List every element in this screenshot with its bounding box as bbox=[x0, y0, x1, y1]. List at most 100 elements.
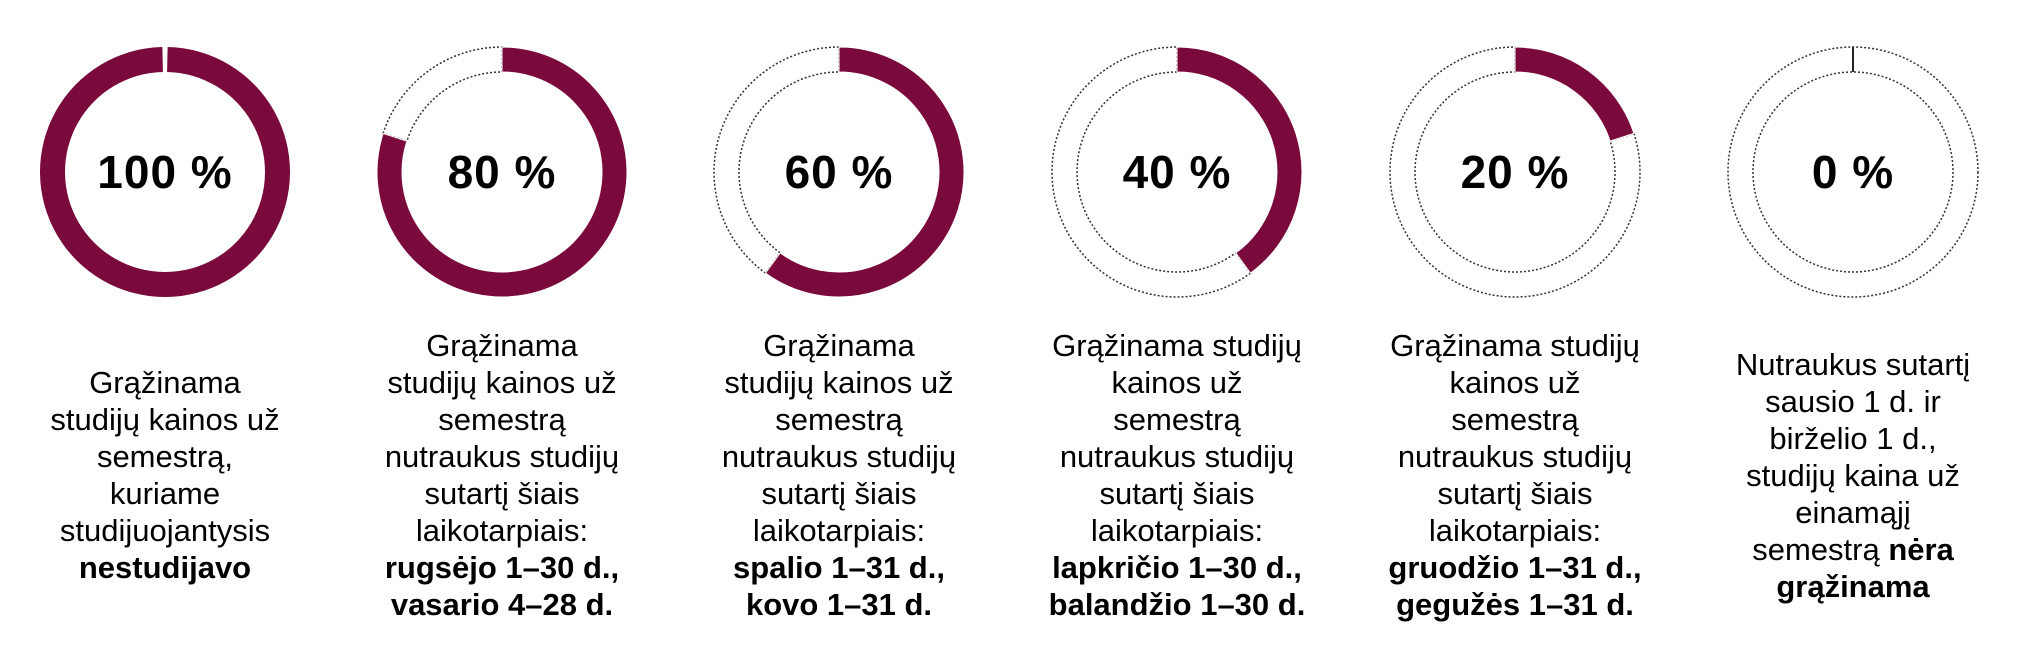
caption-line: laikotarpiais: bbox=[1091, 512, 1263, 549]
panel-caption: Nutraukus sutartį sausio 1 d. ir birželio … bbox=[1688, 310, 2018, 640]
caption-line: semestrą, bbox=[97, 438, 233, 475]
caption-bold-text: spalio 1–31 d., bbox=[733, 550, 945, 585]
caption-line: sutartį šiais bbox=[1099, 475, 1254, 512]
percent-label: 100 % bbox=[97, 146, 233, 198]
caption-text: laikotarpiais: bbox=[1090, 513, 1264, 548]
caption-text: Grąžinama studijų bbox=[1052, 328, 1302, 363]
donut-ring bbox=[376, 46, 628, 298]
caption-text: sutartį šiais bbox=[1099, 476, 1255, 511]
refund-segment bbox=[1514, 46, 1635, 142]
panel-80-percent: 80 % Grąžinama studijų kainos už semestrą n… bbox=[337, 0, 667, 654]
panel-caption: Grąžinama studijų kainos už semestrą nutrau… bbox=[674, 310, 1004, 640]
caption-line: sutartį šiais bbox=[1437, 475, 1592, 512]
donut-ring bbox=[1727, 46, 1979, 298]
caption-text: Grąžinama bbox=[89, 365, 241, 400]
panel-caption: Grąžinama studijų kainos už semestrą nutrau… bbox=[337, 310, 667, 640]
caption-text: sutartį šiais bbox=[761, 476, 917, 511]
donut-ring bbox=[713, 46, 965, 298]
caption-text: semestrą bbox=[1451, 402, 1579, 437]
caption-line: grąžinama bbox=[1776, 568, 1929, 605]
caption-text: Grąžinama bbox=[426, 328, 578, 363]
caption-line: laikotarpiais: bbox=[416, 512, 588, 549]
caption-text: kainos už bbox=[1111, 365, 1243, 400]
caption-text: Nutraukus sutartį bbox=[1735, 346, 1971, 382]
donut-ring bbox=[1389, 46, 1641, 298]
caption-bold-text: lapkričio 1–30 d., bbox=[1052, 550, 1302, 585]
panel-0-percent: 0 % Nutraukus sutartį sausio 1 d. ir birže… bbox=[1688, 0, 2018, 654]
caption-text: studijų kainos už bbox=[50, 402, 280, 437]
caption-text: studijų kainos už bbox=[724, 365, 954, 400]
caption-text: Grąžinama bbox=[763, 328, 915, 363]
panel-60-percent: 60 % Grąžinama studijų kainos už semestrą n… bbox=[674, 0, 1004, 654]
caption-text: laikotarpiais: bbox=[1428, 513, 1602, 548]
percent-label: 80 % bbox=[447, 146, 557, 198]
caption-text: Grąžinama studijų bbox=[1390, 328, 1640, 363]
caption-line: gruodžio 1–31 d., bbox=[1388, 549, 1641, 586]
caption-line: kovo 1–31 d. bbox=[746, 586, 932, 623]
caption-text: birželio 1 d., bbox=[1769, 420, 1937, 456]
refund-segment bbox=[376, 46, 628, 298]
caption-text: laikotarpiais: bbox=[415, 513, 589, 548]
refund-segment bbox=[764, 46, 965, 298]
caption-text: nutraukus studijų bbox=[1397, 439, 1633, 474]
caption-line: studijuojantysis bbox=[60, 512, 270, 549]
panel-40-percent: 40 % Grąžinama studijų kainos už semestrą n… bbox=[1012, 0, 1342, 654]
panel-100-percent: 100 % Grąžinama studijų kainos už semestrą… bbox=[0, 0, 330, 654]
caption-line: semestrą bbox=[1451, 401, 1578, 438]
caption-line: balandžio 1–30 d. bbox=[1049, 586, 1306, 623]
caption-bold-text: nestudijavo bbox=[78, 550, 252, 585]
caption-line: semestrą bbox=[1113, 401, 1240, 438]
caption-line: spalio 1–31 d., bbox=[733, 549, 945, 586]
percent-label: 0 % bbox=[1811, 146, 1895, 198]
caption-line: semestrą nėra bbox=[1752, 531, 1954, 568]
caption-text: studijų kainos už bbox=[387, 365, 617, 400]
caption-line: sutartį šiais bbox=[424, 475, 579, 512]
caption-bold-text: kovo 1–31 d. bbox=[745, 587, 933, 622]
caption-line: Grąžinama studijų bbox=[1390, 327, 1640, 364]
caption-line: lapkričio 1–30 d., bbox=[1052, 549, 1302, 586]
percent-label: 60 % bbox=[784, 146, 894, 198]
remaining-segment bbox=[1051, 46, 1252, 298]
percent-label: 40 % bbox=[1122, 146, 1232, 198]
caption-line: nutraukus studijų bbox=[1398, 438, 1632, 475]
caption-line: Grąžinama bbox=[426, 327, 578, 364]
caption-text: kuriame bbox=[109, 476, 221, 511]
panel-20-percent: 20 % Grąžinama studijų kainos už semestrą n… bbox=[1350, 0, 1680, 654]
donut-ring bbox=[1051, 46, 1303, 298]
caption-text: semestrą bbox=[438, 402, 566, 437]
caption-line: nutraukus studijų bbox=[722, 438, 956, 475]
caption-line: kuriame bbox=[110, 475, 220, 512]
caption-line: studijų kainos už bbox=[387, 364, 616, 401]
caption-line: studijų kainos už bbox=[724, 364, 953, 401]
caption-line: gegužės 1–31 d. bbox=[1396, 586, 1634, 623]
caption-line: nutraukus studijų bbox=[1060, 438, 1294, 475]
caption-bold-text: gruodžio 1–31 d., bbox=[1388, 550, 1642, 585]
caption-text: studijuojantysis bbox=[59, 513, 271, 548]
caption-line: Nutraukus sutartį bbox=[1736, 346, 1970, 383]
caption-line: studijų kainos už bbox=[50, 401, 279, 438]
caption-line: nestudijavo bbox=[79, 549, 251, 586]
caption-line: Grąžinama studijų bbox=[1052, 327, 1302, 364]
caption-text: sutartį šiais bbox=[424, 476, 580, 511]
refund-segment bbox=[1176, 46, 1303, 274]
panel-caption: Grąžinama studijų kainos už semestrą nutrau… bbox=[1012, 310, 1342, 640]
caption-bold-text: grąžinama bbox=[1776, 568, 1930, 604]
caption-line: sutartį šiais bbox=[761, 475, 916, 512]
caption-text: semestrą bbox=[775, 402, 903, 437]
empty-ring-inner bbox=[1752, 71, 1954, 273]
caption-bold-text: nėra bbox=[1888, 531, 1954, 567]
caption-line: laikotarpiais: bbox=[1429, 512, 1601, 549]
caption-line: Grąžinama bbox=[89, 364, 241, 401]
caption-text: laikotarpiais: bbox=[752, 513, 926, 548]
caption-line: kainos už bbox=[1112, 364, 1243, 401]
caption-line: rugsėjo 1–30 d., bbox=[385, 549, 619, 586]
caption-text: nutraukus studijų bbox=[384, 439, 620, 474]
caption-text: semestrą bbox=[1752, 531, 1889, 567]
panel-caption: Grąžinama studijų kainos už semestrą nutrau… bbox=[1350, 310, 1680, 640]
caption-text: sutartį šiais bbox=[1437, 476, 1593, 511]
caption-text: einamąjį bbox=[1795, 494, 1911, 530]
caption-line: birželio 1 d., bbox=[1769, 420, 1936, 457]
caption-line: sausio 1 d. ir bbox=[1765, 383, 1941, 420]
caption-bold-text: rugsėjo 1–30 d., bbox=[384, 550, 620, 585]
caption-line: Grąžinama bbox=[763, 327, 915, 364]
